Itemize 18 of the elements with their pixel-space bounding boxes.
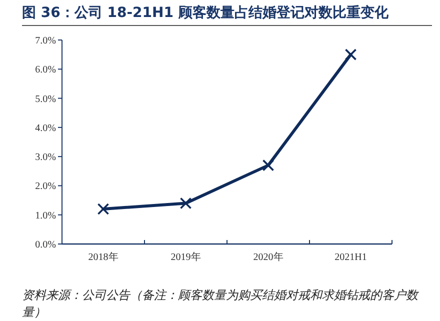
- y-tick-label: 4.0%: [35, 122, 56, 134]
- chart-title: 图 36：公司 18-21H1 顾客数量占结婚登记对数比重变化: [22, 4, 432, 26]
- point: [262, 159, 274, 172]
- point: [180, 197, 192, 210]
- y-tick-label: 6.0%: [35, 64, 56, 76]
- text: 资料来源：公司公告（备注：顾客数量为购买结婚对戒和求婚钻戒的客户数量）: [22, 287, 420, 321]
- x-tick-label: 2019年: [170, 251, 201, 263]
- x-tick-label: 2020年: [253, 251, 284, 263]
- y-tick-label: 1.0%: [35, 210, 56, 222]
- x-tick-label: 2018年: [88, 251, 118, 263]
- y-tick-label: 3.0%: [35, 152, 56, 164]
- point: [97, 203, 110, 215]
- y-tick-label: 0.0%: [35, 240, 56, 250]
- point: [344, 48, 357, 60]
- y-tick-label: 7.0%: [35, 36, 56, 46]
- y-tick-label: 5.0%: [35, 94, 56, 105]
- y-tick-label: 2.0%: [35, 181, 56, 192]
- x-tick-label: 2021H1: [334, 252, 367, 263]
